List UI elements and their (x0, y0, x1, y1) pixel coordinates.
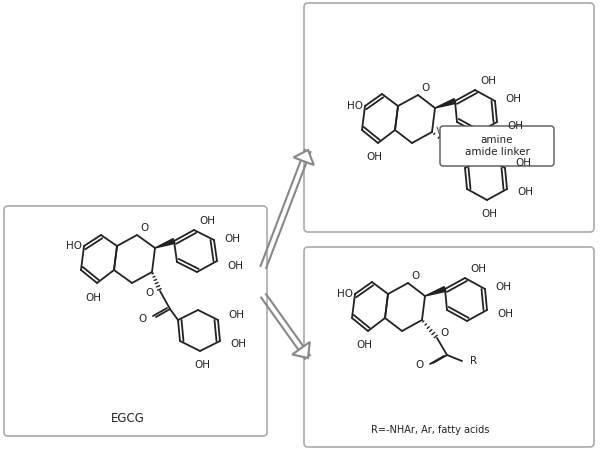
Text: OH: OH (356, 340, 372, 350)
Text: amine
amide linker: amine amide linker (465, 135, 529, 157)
Polygon shape (292, 342, 310, 358)
Text: R: R (470, 356, 477, 366)
FancyBboxPatch shape (304, 3, 594, 232)
Text: OH: OH (224, 234, 240, 244)
Polygon shape (435, 99, 456, 108)
Text: O: O (146, 288, 154, 298)
Text: O: O (422, 83, 430, 93)
Text: OH: OH (507, 121, 523, 131)
Text: OH: OH (227, 261, 243, 271)
Text: R=-NHAr, Ar, fatty acids: R=-NHAr, Ar, fatty acids (371, 425, 489, 435)
Text: OH: OH (481, 209, 497, 219)
Text: HO: HO (347, 101, 363, 111)
Text: OH: OH (194, 360, 210, 370)
Text: OH: OH (228, 310, 244, 320)
Text: O: O (416, 360, 424, 370)
Text: O: O (441, 328, 449, 338)
Text: O: O (141, 223, 149, 233)
Text: HO: HO (66, 241, 82, 251)
Text: OH: OH (199, 216, 215, 226)
Text: OH: OH (470, 264, 486, 274)
Polygon shape (425, 286, 446, 296)
Text: OH: OH (366, 152, 382, 162)
Text: OH: OH (505, 94, 521, 104)
Polygon shape (294, 150, 314, 165)
Text: OH: OH (495, 282, 511, 292)
FancyBboxPatch shape (440, 126, 554, 166)
Text: O: O (412, 271, 420, 281)
FancyBboxPatch shape (304, 247, 594, 447)
Text: OH: OH (480, 76, 496, 86)
Text: OH: OH (230, 339, 246, 349)
Text: OH: OH (497, 309, 513, 319)
Text: EGCG: EGCG (111, 412, 145, 425)
FancyBboxPatch shape (4, 206, 267, 436)
Text: HO: HO (337, 289, 353, 299)
Text: OH: OH (517, 187, 533, 197)
Text: O: O (138, 314, 147, 324)
Polygon shape (155, 239, 175, 248)
Text: OH: OH (85, 293, 101, 303)
Text: OH: OH (515, 158, 531, 168)
